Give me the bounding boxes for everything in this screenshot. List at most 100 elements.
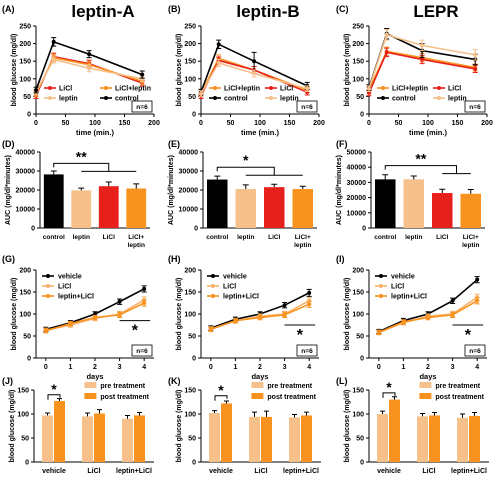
y-tick-label: 40000 — [347, 165, 367, 172]
error-bar — [292, 413, 297, 418]
n-label: n=6 — [136, 348, 148, 355]
y-tick-label: 50 — [356, 334, 364, 341]
bar — [126, 188, 147, 228]
y-axis-label: blood glucose (mg/dl) — [11, 34, 18, 107]
bar — [301, 415, 312, 462]
x-axis-label: days — [251, 372, 268, 381]
x-tick-label: 3 — [451, 364, 455, 371]
data-point — [282, 312, 287, 317]
data-point — [305, 86, 310, 91]
y-tick-label: 100 — [184, 412, 196, 419]
x-tick-label: 0 — [199, 120, 203, 127]
series-line — [368, 33, 476, 89]
n-label: n=6 — [469, 104, 481, 111]
error-bar — [97, 409, 102, 414]
bar — [457, 417, 468, 462]
y-tick-label: 200 — [19, 41, 31, 48]
y-tick-label: 250 — [184, 24, 196, 31]
y-axis-label: blood glucose (mg/dl) — [176, 34, 183, 107]
error-bar — [264, 410, 269, 417]
y-tick-label: 150 — [352, 388, 364, 395]
y-tick-label: 50 — [21, 436, 29, 443]
data-point — [475, 277, 480, 282]
error-bar — [299, 185, 306, 190]
significance-bracket — [214, 395, 228, 401]
significance-label: * — [51, 381, 57, 397]
panel-letter: (A) — [2, 4, 15, 14]
significance-label: ** — [76, 148, 87, 164]
data-point — [473, 66, 478, 71]
panel-title: leptin-A — [71, 2, 134, 21]
y-tick-label: 250 — [19, 24, 31, 31]
y-tick-label: 30000 — [347, 180, 367, 187]
y-tick-label: 100 — [17, 412, 29, 419]
x-tick-label: leptin — [405, 234, 422, 241]
legend-marker — [46, 294, 50, 298]
data-point — [51, 39, 56, 44]
x-tick-label: vehicle — [42, 468, 66, 475]
legend-swatch — [419, 382, 432, 388]
bar — [292, 189, 314, 228]
legend-marker — [379, 294, 383, 298]
bar — [417, 416, 428, 462]
bar — [289, 417, 300, 462]
bar — [469, 415, 480, 462]
y-axis-label: AUC (mg/dl*minutes) — [336, 155, 343, 225]
significance-label: * — [243, 152, 249, 168]
y-tick-label: 50 — [23, 334, 31, 341]
y-tick-label: 50 — [188, 436, 196, 443]
error-bar — [460, 413, 465, 418]
y-axis-label: blood glucose (mg/dl) — [344, 278, 351, 351]
data-point — [450, 298, 455, 303]
error-bar — [105, 181, 112, 187]
x-tick-label: control — [43, 234, 65, 241]
bar — [94, 413, 105, 462]
significance-label: * — [465, 327, 472, 344]
legend-marker — [379, 284, 383, 288]
legend-label: vehicle — [391, 274, 415, 281]
y-tick-label: 0 — [192, 356, 196, 363]
x-tick-label: 2 — [258, 364, 262, 371]
y-axis-label: blood glucose (mg/dl) — [344, 34, 351, 107]
bar — [377, 414, 388, 462]
y-tick-label: 10000 — [16, 207, 36, 214]
legend-label: vehicle — [223, 274, 247, 281]
data-point — [51, 57, 56, 62]
y-tick-label: 0 — [362, 226, 366, 233]
significance-label: * — [297, 327, 304, 344]
error-bar — [242, 184, 249, 190]
data-point — [307, 290, 312, 295]
y-tick-label: 20000 — [16, 188, 36, 195]
n-label: n=6 — [136, 104, 148, 111]
y-tick-label: 30000 — [16, 169, 36, 176]
error-bar — [78, 187, 85, 191]
bar — [134, 415, 145, 462]
y-tick-label: 0 — [360, 112, 364, 119]
y-tick-label: 150 — [352, 290, 364, 297]
legend-label: pre treatment — [267, 383, 312, 390]
error-bar — [50, 170, 57, 175]
error-bar — [45, 412, 50, 416]
legend-swatch — [251, 382, 264, 388]
n-label-box — [131, 100, 153, 113]
error-bar — [125, 414, 130, 419]
legend-marker — [381, 86, 385, 90]
x-tick-label: 150 — [284, 120, 296, 127]
bar — [206, 179, 228, 228]
y-tick-label: 200 — [352, 41, 364, 48]
legend-label: LiCl — [391, 284, 404, 291]
legend-label: post treatment — [100, 394, 149, 401]
data-point — [384, 32, 389, 37]
legend-marker — [213, 86, 217, 90]
legend-marker — [48, 86, 52, 90]
data-point — [199, 91, 203, 96]
bar — [42, 415, 53, 462]
x-axis-label: days — [419, 372, 436, 381]
data-point — [282, 303, 287, 308]
y-tick-label: 100 — [352, 412, 364, 419]
legend-marker — [48, 96, 52, 100]
x-tick-label: leptin+LiCl — [451, 468, 487, 475]
x-tick-label: LiCl+ — [128, 234, 144, 241]
